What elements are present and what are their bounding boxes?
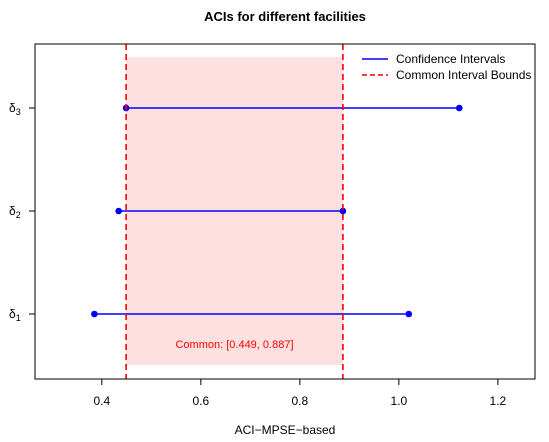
y-tick-label-3: δ3 xyxy=(9,101,21,117)
interval-upper-point-1 xyxy=(405,310,413,318)
legend: Confidence Intervals Common Interval Boun… xyxy=(362,52,531,82)
y-tick-label-2: δ2 xyxy=(9,204,21,220)
legend-label: Common Interval Bounds xyxy=(396,68,531,82)
common-interval-annotation: Common: [0.449, 0.887] xyxy=(175,339,293,351)
interval-upper-point-2 xyxy=(339,207,347,215)
y-tick-label-base: δ xyxy=(9,101,16,115)
plot-area xyxy=(91,44,463,379)
y-tick-label-subscript: 1 xyxy=(16,313,21,323)
y-tick-label-1: δ1 xyxy=(9,307,21,323)
x-tick-label: 0.4 xyxy=(93,394,110,408)
y-tick-label-subscript: 3 xyxy=(16,107,21,117)
interval-upper-point-3 xyxy=(455,104,463,112)
x-axis: 0.4 0.6 0.8 1.0 1.2 xyxy=(93,378,507,408)
y-tick-label-subscript: 2 xyxy=(16,210,21,220)
x-tick-label: 1.0 xyxy=(391,394,408,408)
x-tick-label: 0.8 xyxy=(292,394,309,408)
x-tick-label: 1.2 xyxy=(490,394,507,408)
interval-lower-point-1 xyxy=(91,310,98,318)
x-axis-label: ACI−MPSE−based xyxy=(235,423,336,437)
legend-label: Confidence Intervals xyxy=(396,52,505,66)
interval-lower-point-2 xyxy=(115,207,122,215)
chart-title: ACIs for different facilities xyxy=(204,9,366,24)
y-tick-label-base: δ xyxy=(9,204,16,218)
y-tick-label-base: δ xyxy=(9,307,16,321)
x-tick-label: 0.6 xyxy=(192,394,209,408)
